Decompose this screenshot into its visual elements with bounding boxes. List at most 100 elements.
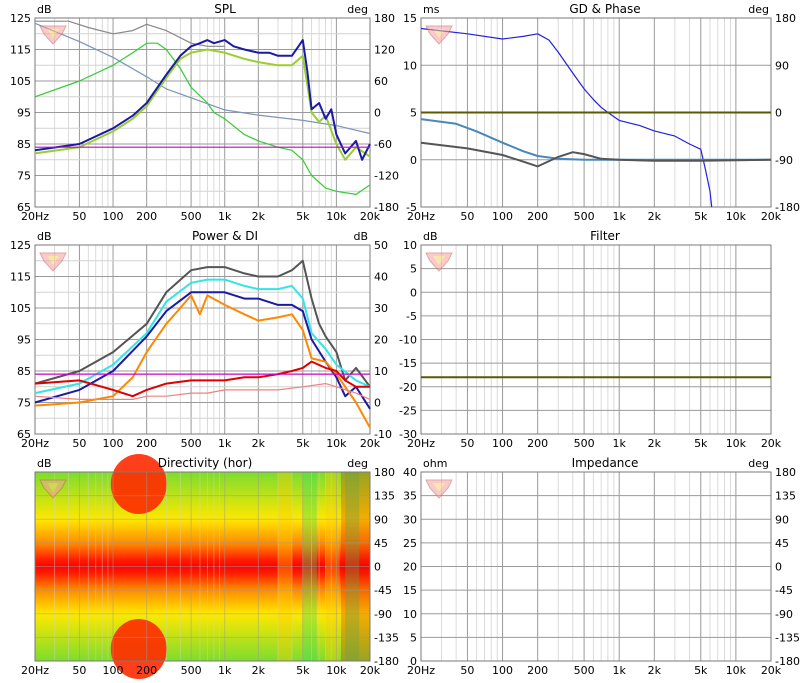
x-tick-label: 20Hz [407,664,435,677]
y-tick-label: 5 [410,631,417,644]
series-line-4 [420,141,772,168]
x-tick-label: 5k [296,664,310,677]
x-tick-label: 10k [726,210,747,223]
x-tick-label: 500 [181,664,202,677]
y2-tick-label: -90 [374,608,392,621]
left-unit-label: dB [423,230,438,243]
chart-title: Impedance [572,456,639,470]
y-tick-label: 65 [17,428,31,441]
x-tick-label: 50 [72,210,86,223]
x-tick-label: 20Hz [407,437,435,450]
y2-tick-label: 0 [374,397,381,410]
plot-frame [420,471,772,662]
x-tick-label: 10k [326,210,347,223]
y2-tick-label: 180 [775,466,796,479]
x-tick-label: 5k [296,437,310,450]
x-tick-label: 200 [136,210,157,223]
series-line-5 [34,360,370,398]
x-tick-label: 100 [103,437,124,450]
x-tick-label: 1k [613,664,627,677]
right-unit-label: deg [347,457,368,470]
y2-tick-label: -90 [775,608,793,621]
x-tick-label: 100 [492,664,513,677]
right-unit-label: deg [748,3,769,16]
x-tick-label: 2k [252,210,266,223]
x-tick-label: 20Hz [21,437,49,450]
logo-inner [47,483,59,492]
y2-tick-label: 50 [374,239,388,252]
left-unit-label: ohm [423,457,447,470]
y2-tick-label: 120 [374,44,395,57]
y-tick-label: 65 [17,201,31,214]
y-tick-label: 125 [10,12,31,25]
x-tick-label: 50 [72,664,86,677]
y2-tick-label: 45 [775,537,789,550]
y-tick-label: -25 [399,404,417,417]
chart-title: Filter [590,229,620,243]
logo-inner [433,29,445,38]
y-tick-label: 15 [403,584,417,597]
heatmap-lobe-bottom [110,619,167,679]
left-unit-label: ms [423,3,440,16]
x-tick-label: 100 [492,210,513,223]
x-tick-label: 1k [218,437,232,450]
x-tick-label: 2k [252,437,266,450]
left-unit-label: dB [37,230,52,243]
y2-tick-label: -10 [374,428,392,441]
x-tick-label: 10k [726,664,747,677]
y-tick-label: -20 [399,381,417,394]
y-tick-label: -5 [406,201,417,214]
y-tick-label: 85 [17,365,31,378]
y2-tick-label: -135 [374,631,399,644]
series-line-1 [34,259,371,388]
y2-tick-label: -180 [775,655,800,668]
logo-inner [433,483,445,492]
y-tick-label: 0 [410,286,417,299]
chart-title: Power & DI [192,229,258,243]
x-tick-label: 1k [613,210,627,223]
logo-inner [433,256,445,265]
x-tick-label: 1k [218,664,232,677]
chart-title: SPL [214,2,236,16]
watermark-logo [39,479,67,499]
logo-inner [47,29,59,38]
watermark-logo [425,252,453,272]
right-unit-label: dB [353,230,368,243]
spl-panel: SPL dB deg 20Hz 50 100 200 500 1k 2k 5k 10k 20k 65 75 8… [10,2,399,223]
x-tick-label: 500 [181,210,202,223]
y2-tick-label: -90 [775,154,793,167]
y2-tick-label: 0 [775,561,782,574]
y2-tick-label: 90 [374,513,388,526]
directivity-hor-panel: Directivity (hor) dB deg 20Hz 50 100 200 500 1k 2… [21,454,399,679]
series-line-4 [34,48,371,161]
left-unit-label: dB [37,3,52,16]
x-tick-label: 1k [218,210,232,223]
x-tick-label: 10k [326,437,347,450]
y-tick-label: -5 [406,310,417,323]
y2-tick-label: 45 [374,537,388,550]
series-line-1 [35,20,225,47]
y-tick-label: 0 [410,655,417,668]
plot-frame [420,244,772,435]
x-tick-label: 20k [360,437,381,450]
watermark-logo [425,25,453,45]
plot-frame [34,17,371,208]
y-tick-label: 10 [403,239,417,252]
y-tick-label: 95 [17,107,31,120]
y-tick-label: 95 [17,334,31,347]
y2-tick-label: -180 [374,201,399,214]
y-tick-label: 0 [410,154,417,167]
x-tick-label: 500 [574,210,595,223]
series-line-2 [34,278,371,395]
x-tick-label: 10k [726,437,747,450]
x-tick-label: 200 [527,437,548,450]
series-line-3 [34,22,371,135]
x-tick-label: 200 [527,210,548,223]
y2-tick-label: 0 [374,561,381,574]
right-unit-label: deg [748,457,769,470]
x-tick-label: 500 [574,664,595,677]
chart-title: Directivity (hor) [158,456,253,470]
x-tick-label: 500 [181,437,202,450]
